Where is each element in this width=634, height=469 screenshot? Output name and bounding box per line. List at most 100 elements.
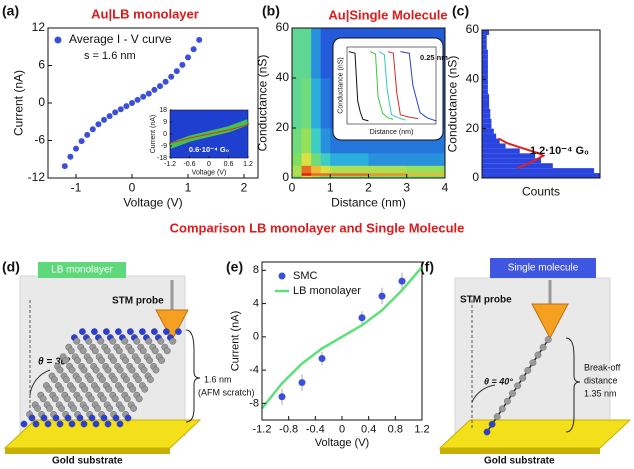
atom: [127, 347, 135, 355]
atom: [87, 395, 95, 403]
atom: [116, 420, 124, 428]
atom: [79, 347, 87, 355]
x-axis-label: Voltage (V): [315, 437, 369, 449]
x-tick-label: 2: [241, 180, 248, 194]
banner-text: LB monolayer: [51, 265, 113, 276]
atom: [146, 376, 154, 383]
atom: [51, 395, 59, 403]
heat-cell: [311, 173, 321, 176]
banner: [490, 258, 596, 278]
atom: [85, 337, 93, 345]
atom: [104, 420, 112, 428]
atom: [56, 420, 64, 428]
atom: [93, 385, 101, 393]
atom: [57, 385, 65, 393]
x-tick-label: 0.4: [361, 423, 376, 435]
heat-cell: [301, 128, 312, 154]
heat-cell: [311, 153, 321, 166]
x-tick-label: 1.2: [243, 161, 253, 168]
atom: [46, 404, 53, 412]
fit-curve: [498, 137, 546, 170]
atom: [20, 420, 28, 428]
substrate-label: Gold substrate: [484, 456, 555, 467]
plot-frame: [346, 46, 437, 125]
atom: [100, 414, 108, 422]
heat-cell: [301, 175, 312, 179]
atom: [509, 390, 516, 397]
atom: [115, 347, 123, 355]
x-axis-label: Distance (nm): [331, 195, 406, 209]
probe-label: STM probe: [112, 296, 164, 307]
series-line: [348, 51, 369, 122]
heat-cell: [368, 173, 408, 176]
bar: [482, 64, 488, 70]
atom: [70, 404, 78, 412]
atom: [39, 395, 47, 403]
point: [101, 116, 107, 123]
atom: [88, 414, 96, 422]
bar: [482, 104, 490, 109]
atom: [45, 385, 53, 393]
bar: [482, 54, 488, 60]
y-tick-label: -8: [249, 397, 259, 409]
atom: [68, 366, 76, 374]
atom: [80, 420, 88, 428]
bar: [482, 89, 488, 95]
y-tick-label: 40: [466, 72, 480, 86]
atom: [62, 356, 69, 364]
atom: [56, 366, 64, 374]
bar: [482, 84, 488, 90]
atom: [52, 414, 60, 422]
atom: [115, 328, 122, 335]
series-line: [387, 51, 419, 120]
substrate-edge: [5, 448, 170, 454]
point: [196, 36, 203, 43]
chart-title: Au|LB monolayer: [91, 6, 199, 21]
atom: [73, 337, 81, 345]
bar: [482, 34, 487, 40]
bar: [482, 118, 492, 124]
y-tick-label: 4: [253, 297, 259, 309]
atom: [122, 356, 130, 364]
bar: [482, 123, 492, 129]
atom: [81, 385, 89, 393]
atom: [146, 356, 154, 364]
atom: [158, 356, 166, 364]
x-tick-label: 0: [339, 423, 345, 435]
atom: [117, 385, 125, 393]
point: [67, 153, 74, 160]
x-tick-label: -1: [71, 180, 82, 194]
heat-cell: [368, 175, 408, 179]
atom: [524, 366, 532, 374]
diagram-f: Single molecule STM probe θ = 40° Break-…: [438, 258, 632, 467]
y-tick-label: -12: [28, 170, 46, 184]
bar: [482, 143, 506, 149]
probe-label: STM probe: [460, 295, 512, 306]
atom: [28, 414, 36, 422]
atom: [75, 395, 83, 403]
bar: [482, 39, 487, 45]
series-line: [169, 124, 249, 144]
atom: [97, 337, 105, 345]
atom: [58, 404, 65, 412]
heat-cell: [311, 175, 321, 179]
atom: [91, 347, 99, 355]
x-tick-label: 1: [327, 180, 334, 194]
heat-cell: [292, 153, 302, 166]
atom: [529, 359, 537, 367]
bar: [482, 128, 494, 134]
probe-tip: [155, 309, 189, 342]
atom: [123, 376, 130, 383]
heat-cell: [320, 153, 331, 166]
atom: [129, 385, 137, 393]
y-tick-label: -9: [161, 143, 167, 150]
heat-cell: [320, 175, 331, 179]
atom: [44, 420, 52, 428]
point: [318, 354, 326, 362]
atom: [92, 366, 100, 374]
y-tick-label: 40: [276, 70, 290, 84]
atom: [123, 395, 131, 403]
x-tick-label: -0.8: [279, 423, 298, 435]
x-tick-label: -1.2: [253, 423, 272, 435]
